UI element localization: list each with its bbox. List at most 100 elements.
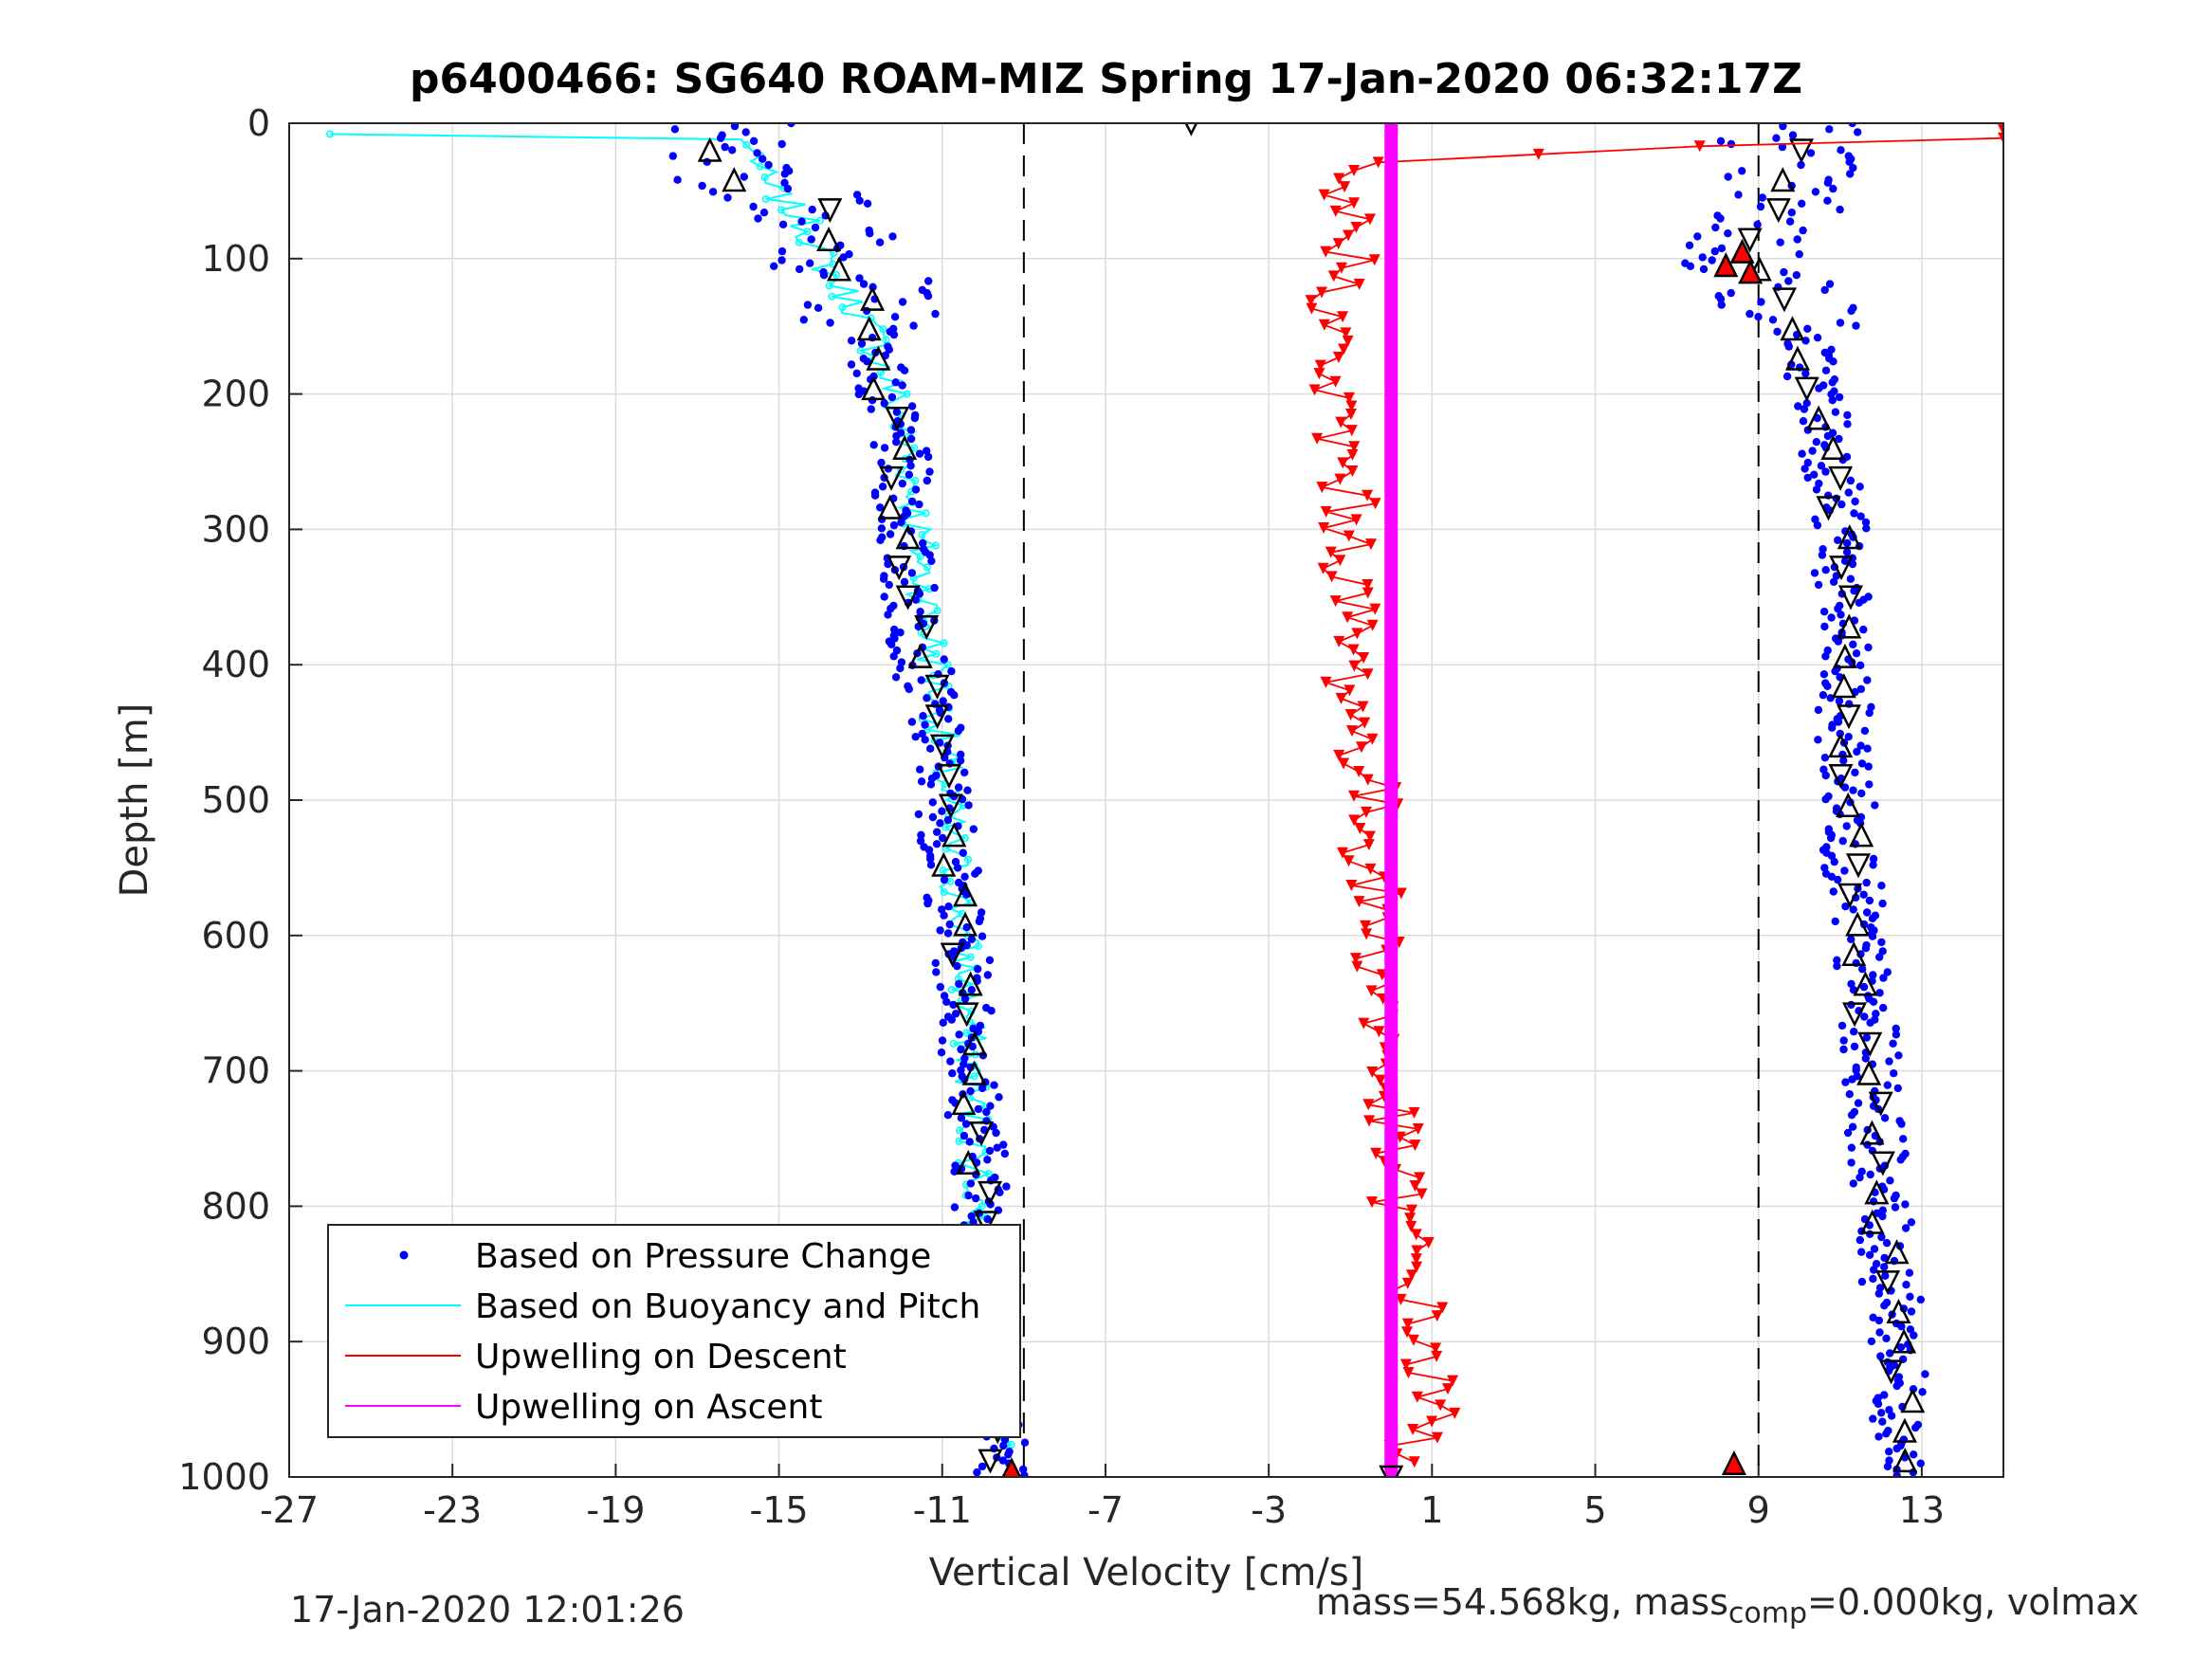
pressure-change-point [917,830,925,839]
pressure-change-point [1020,1471,1029,1477]
pressure-change-point [1878,899,1887,908]
pressure-change-point [896,629,905,637]
pressure-change-point [1847,1143,1856,1152]
pressure-change-point [1861,1054,1871,1063]
upwelling-descent-point [1431,1431,1443,1444]
x-axis-label: Vertical Velocity [cm/s] [929,1551,1364,1595]
profile-marker-triangle [961,1060,987,1085]
pressure-change-point [1916,1295,1926,1304]
buoyancy-pitch-point [815,216,824,225]
pressure-change-point [916,608,924,616]
pressure-change-point [1827,851,1837,860]
upwelling-descent-point [1332,352,1344,364]
pressure-change-point [1856,684,1866,694]
upwelling-descent-point [1365,538,1378,551]
pressure-change-point [1828,378,1837,387]
pressure-change-point [1773,327,1782,337]
upwelling-descent-point [1404,1212,1417,1225]
profile-marker-triangle [953,882,978,907]
pressure-change-point [1738,167,1746,175]
upwelling-descent-point [1431,1350,1443,1362]
pressure-change-point [770,262,778,270]
pressure-change-point [927,775,937,783]
pressure-change-point [1834,604,1842,613]
profile-marker-triangle [940,942,965,968]
upwelling-descent-point [1362,668,1374,681]
pressure-change-point [1817,462,1826,470]
upwelling-descent-point [1365,1196,1378,1209]
upwelling-descent-point [1348,660,1361,672]
pressure-change-point [900,366,909,374]
upwelling-descent-point [1362,774,1374,786]
pressure-change-point [957,1066,965,1075]
upwelling-descent-point [1353,766,1365,778]
pressure-change-point [966,1179,976,1188]
pressure-change-point [1828,396,1837,405]
upwelling-descent-point [1998,132,2003,144]
pressure-change-point [928,812,938,822]
pressure-change-point [1846,574,1856,583]
pressure-change-point [1784,277,1793,285]
buoyancy-pitch-point [947,985,956,994]
pressure-change-point [1916,1459,1926,1468]
pressure-change-point [1862,524,1871,533]
pressure-change-point [1698,253,1707,262]
pressure-change-point [1819,670,1829,679]
pressure-change-point [1823,178,1833,187]
pressure-change-point [1829,184,1837,193]
pressure-change-point [998,1456,1008,1465]
pressure-change-point [898,298,907,306]
profile-marker-triangle [907,643,933,668]
upwelling-descent-point [1399,1358,1412,1371]
upwelling-descent-point [1320,505,1332,518]
pressure-change-point [1882,1430,1891,1438]
buoyancy-pitch-point [832,270,841,279]
pressure-change-point [1859,890,1868,899]
pressure-change-point [942,997,951,1007]
pressure-change-point [954,726,962,736]
pressure-change-point [1819,691,1828,700]
pressure-change-point [1841,1078,1850,1086]
upwelling-descent-point [1313,368,1325,380]
upwelling-descent-point [1405,1269,1417,1282]
pressure-change-point [1877,882,1886,890]
pressure-change-point [1867,1337,1876,1346]
pressure-change-point [967,935,977,943]
pressure-change-point [1883,1081,1892,1089]
profile-marker-triangle [1828,465,1854,491]
pressure-change-point [1802,399,1811,408]
pressure-change-point [1878,1206,1888,1214]
pressure-change-point [1874,1432,1883,1441]
profile-marker-triangle [1870,1151,1895,1176]
upwelling-descent-point [1363,213,1376,226]
buoyancy-pitch-point [960,833,969,842]
profile-marker-triangle [1849,822,1874,848]
pressure-change-point [1002,1182,1011,1191]
pressure-change-point [1897,1120,1906,1128]
upwelling-descent-point [1693,140,1706,153]
pressure-change-point [1850,1028,1858,1036]
upwelling-descent-point [1405,1204,1417,1216]
pressure-change-point [917,777,926,786]
upwelling-descent-point [1343,229,1355,242]
pressure-change-point [1866,1170,1874,1179]
pressure-change-point [921,720,929,729]
upwelling-descent-point [1362,839,1375,851]
pressure-change-point [780,178,789,187]
pressure-change-point [1020,1438,1030,1447]
pressure-change-point [1859,982,1869,992]
x-tick-label: 13 [1899,1489,1945,1531]
upwelling-descent-point [1416,1188,1428,1200]
x-tick-label: 9 [1747,1489,1770,1531]
pressure-change-point [915,500,923,509]
pressure-change-point [1820,622,1829,631]
pressure-change-point [931,309,940,319]
pressure-change-point [778,220,788,228]
pressure-change-point [1882,1239,1892,1248]
pressure-change-point [1869,971,1877,979]
pressure-change-point [955,1030,963,1039]
upwelling-descent-point [1316,482,1328,494]
buoyancy-pitch-point [941,823,950,831]
pressure-change-point [1847,1158,1856,1167]
upwelling-descent-point [1333,749,1345,761]
